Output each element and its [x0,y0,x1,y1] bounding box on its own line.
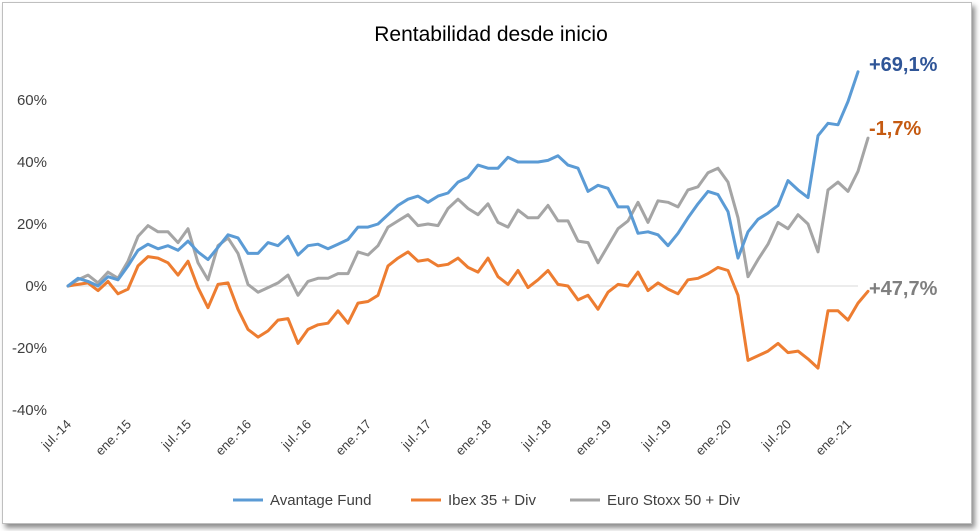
x-tick-label: ene.-20 [692,417,734,459]
x-tick-label: jul.-16 [278,417,314,453]
x-tick-label: jul.-19 [638,417,674,453]
x-tick-label: jul.-15 [158,417,194,453]
legend-label: Ibex 35 + Div [448,492,536,509]
series-line-avantage-fund [66,70,860,288]
series-end-labels: +69,1% -1,7% +47,7% [869,54,938,300]
x-tick-label: ene.-19 [572,417,614,459]
legend-item: Avantage Fund [233,492,371,509]
series-end-label: -1,7% [869,118,921,140]
x-tick-label: ene.-17 [332,417,374,459]
chart-title: Rentabilidad desde inicio [374,23,608,46]
legend-item: Euro Stoxx 50 + Div [570,492,740,509]
x-tick-label: jul.-14 [38,417,74,453]
x-tick-label: jul.-18 [518,417,554,453]
legend-label: Avantage Fund [270,492,371,509]
y-tick-label: 60% [17,92,47,109]
legend-item: Ibex 35 + Div [411,492,536,509]
x-tick-label: jul.-17 [398,417,434,453]
x-tick-label: ene.-15 [92,417,134,459]
series-end-label: +69,1% [869,54,938,76]
chart-frame: Rentabilidad desde inicio 60% 40% 20% 0% -20… [2,2,972,524]
series-end-label: +47,7% [869,278,938,300]
y-axis-ticks: 60% 40% 20% 0% -20% -40% [12,92,47,419]
x-tick-label: ene.-21 [812,417,854,459]
x-axis-ticks: jul.-14 ene.-15 jul.-15 ene.-16 jul.-16 ene.-… [38,417,854,459]
series-lines [66,70,870,370]
line-chart: Rentabilidad desde inicio 60% 40% 20% 0% -20… [12,23,938,509]
x-tick-label: ene.-18 [452,417,494,459]
y-tick-label: -40% [12,402,47,419]
x-tick-label: jul.-20 [758,417,794,453]
y-tick-label: -20% [12,340,47,357]
y-tick-label: 40% [17,154,47,171]
y-tick-label: 20% [17,216,47,233]
series-line-euro-stoxx-50-div [66,136,870,297]
series-line-ibex-35-div [66,250,870,370]
legend-label: Euro Stoxx 50 + Div [607,492,740,509]
x-tick-label: ene.-16 [212,417,254,459]
y-tick-label: 0% [25,278,47,295]
chart-legend: Avantage Fund Ibex 35 + Div Euro Stoxx 50 … [233,492,740,509]
